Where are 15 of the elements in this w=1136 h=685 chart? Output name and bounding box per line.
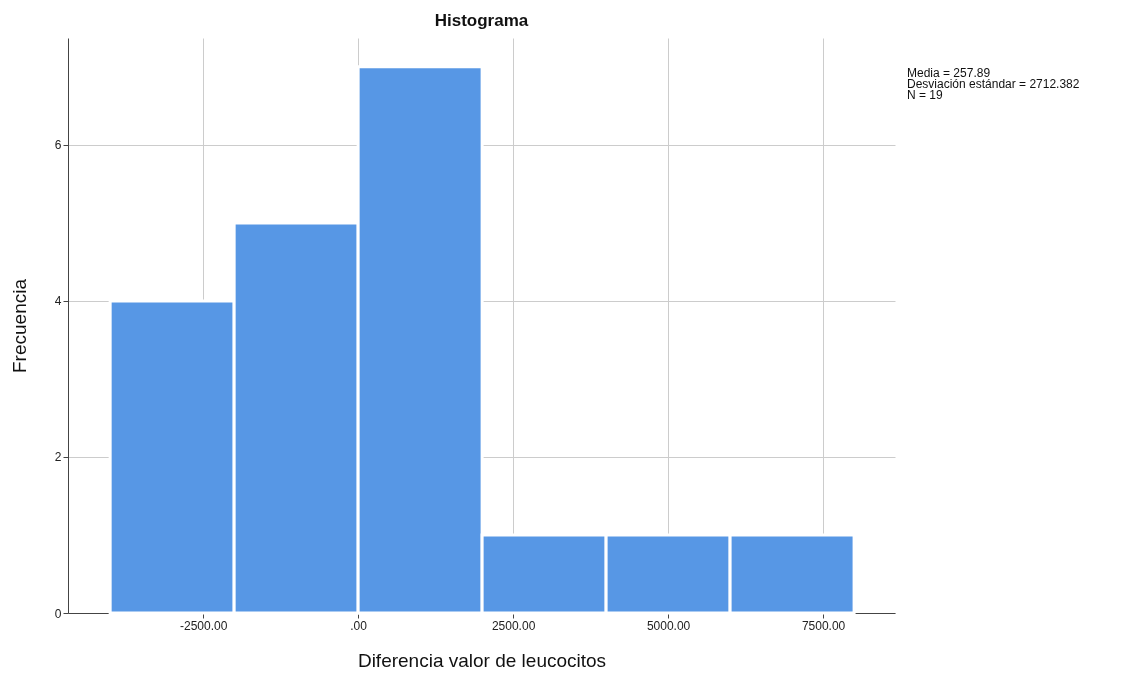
x-tick-label: 7500.00 [801, 618, 846, 633]
chart-title: Histograma [434, 11, 529, 30]
x-tick-label: 5000.00 [646, 618, 691, 633]
text: Desviación estándar = 2712.382 [907, 77, 1080, 91]
y-tick-label: 0 [54, 606, 62, 621]
x-axis-title: Diferencia valor de leucocitos [357, 649, 607, 671]
y-axis-title: Frecuencia [8, 278, 30, 373]
text: N = 19 [907, 88, 944, 102]
y-tick-label: 2 [54, 450, 62, 465]
x-tick-label: -2500.00 [179, 618, 228, 633]
text: Media = 257.89 [907, 66, 991, 80]
y-tick-label: 4 [54, 294, 62, 309]
x-tick-label: 2500.00 [491, 618, 536, 633]
y-tick-label: 6 [54, 138, 62, 153]
x-tick-label: .00 [350, 618, 368, 633]
